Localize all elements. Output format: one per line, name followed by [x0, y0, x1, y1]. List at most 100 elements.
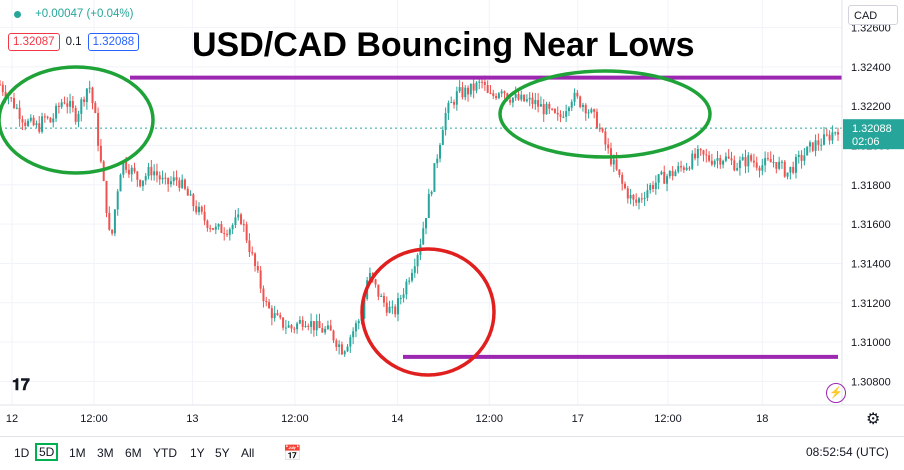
time-axis[interactable]: 12 12:00 13 12:00 14 12:00 17 12:00 18: [0, 404, 904, 425]
range-1d-button[interactable]: 1D: [14, 446, 30, 460]
candle-body: [786, 172, 789, 177]
candle-body: [153, 171, 156, 176]
candle-body: [169, 181, 172, 185]
candle-body: [573, 92, 576, 102]
candle-body: [15, 107, 18, 109]
candle-body: [279, 315, 282, 318]
candle-body: [332, 330, 335, 341]
trade-prices: 1.32087 0.1 1.32088: [8, 33, 140, 51]
candle-body: [35, 123, 38, 126]
candle-body: [590, 109, 593, 113]
candle-body: [691, 153, 694, 169]
gear-icon[interactable]: ⚙: [866, 411, 881, 428]
calendar-icon[interactable]: 📅: [283, 445, 302, 462]
candle-body: [716, 158, 719, 161]
candle-body: [340, 344, 343, 355]
candle-body: [688, 167, 691, 169]
candle-body: [514, 94, 517, 98]
tradingview-logo-icon[interactable]: 𝟏𝟕: [12, 377, 30, 394]
range-5y-button[interactable]: 5Y: [215, 446, 230, 460]
range-1m-button[interactable]: 1M: [69, 446, 86, 460]
candle-body: [741, 157, 744, 161]
candle-body: [794, 156, 797, 173]
candle-body: [127, 169, 130, 175]
price-chart[interactable]: 1.326001.324001.322001.320001.318001.316…: [0, 0, 904, 436]
candle-body: [10, 97, 13, 99]
chart-headline: USD/CAD Bouncing Near Lows: [192, 26, 695, 64]
candle-body: [797, 154, 800, 157]
candle-body: [708, 155, 711, 161]
candle-body: [483, 81, 486, 86]
candle-body: [245, 224, 248, 241]
candle-body: [657, 174, 660, 183]
time-tick-label: 12:00: [281, 413, 309, 425]
candle-body: [623, 183, 626, 189]
candle-body: [226, 233, 229, 235]
candle-body: [660, 171, 663, 175]
candle-body: [495, 95, 498, 99]
candle-body: [481, 81, 484, 83]
candle-body: [736, 168, 739, 171]
candle-body: [175, 177, 178, 181]
candle-body: [436, 158, 439, 164]
candle-body: [806, 146, 809, 156]
candle-body: [447, 102, 450, 114]
candle-body: [680, 166, 683, 168]
buy-price-button[interactable]: 1.32088: [87, 33, 140, 51]
candle-body: [579, 96, 582, 107]
candle-body: [116, 191, 119, 210]
candle-body: [593, 109, 596, 112]
candle-body: [755, 162, 758, 168]
range-1y-button[interactable]: 1Y: [190, 446, 205, 460]
price-tick-label: 1.31000: [851, 337, 891, 349]
candle-body: [789, 166, 792, 173]
candle-body: [724, 156, 727, 161]
candle-body: [764, 158, 767, 166]
price-axis[interactable]: 1.326001.324001.322001.320001.318001.316…: [841, 0, 891, 405]
currency-selector[interactable]: CAD: [848, 5, 898, 25]
candle-body: [469, 83, 472, 95]
candle-body: [489, 92, 492, 94]
utc-clock: 08:52:54 (UTC): [806, 445, 889, 459]
time-tick-label: 12:00: [475, 413, 503, 425]
sell-price-button[interactable]: 1.32087: [8, 33, 60, 51]
range-ytd-button[interactable]: YTD: [153, 446, 177, 460]
range-6m-button[interactable]: 6M: [125, 446, 142, 460]
candle-body: [439, 144, 442, 159]
time-tick-label: 12: [6, 413, 18, 425]
candle-body: [43, 116, 46, 118]
candle-body: [220, 224, 223, 233]
lightning-icon[interactable]: ⚡: [826, 383, 846, 403]
candle-body: [150, 167, 153, 176]
candle-body: [388, 306, 391, 313]
range-all-button[interactable]: All: [241, 446, 255, 460]
candle-body: [41, 116, 44, 132]
candle-body: [775, 162, 778, 169]
candle-body: [164, 177, 167, 179]
price-tick-label: 1.31400: [851, 258, 891, 270]
candle-body: [542, 104, 545, 115]
candle-body: [298, 320, 301, 324]
candle-body: [357, 320, 360, 324]
candle-body: [343, 351, 346, 355]
candle-body: [710, 160, 713, 165]
candle-body: [181, 179, 184, 188]
candle-body: [719, 158, 722, 165]
candle-body: [458, 87, 461, 92]
time-tick-label: 12:00: [654, 413, 682, 425]
candle-body: [685, 167, 688, 170]
current-price-tag: [843, 119, 904, 150]
candle-body: [528, 97, 531, 100]
candle-body: [234, 217, 237, 226]
candle-body: [646, 190, 649, 198]
price-tick-label: 1.32600: [851, 23, 891, 35]
candle-body: [618, 169, 621, 175]
range-5d-button[interactable]: 5D: [35, 443, 59, 461]
candle-body: [259, 270, 262, 289]
price-tick-label: 1.32400: [851, 62, 891, 74]
candle-body: [635, 199, 638, 203]
range-3m-button[interactable]: 3M: [97, 446, 114, 460]
candle-body: [158, 175, 161, 180]
candle-body: [172, 177, 175, 182]
candle-body: [178, 180, 181, 188]
